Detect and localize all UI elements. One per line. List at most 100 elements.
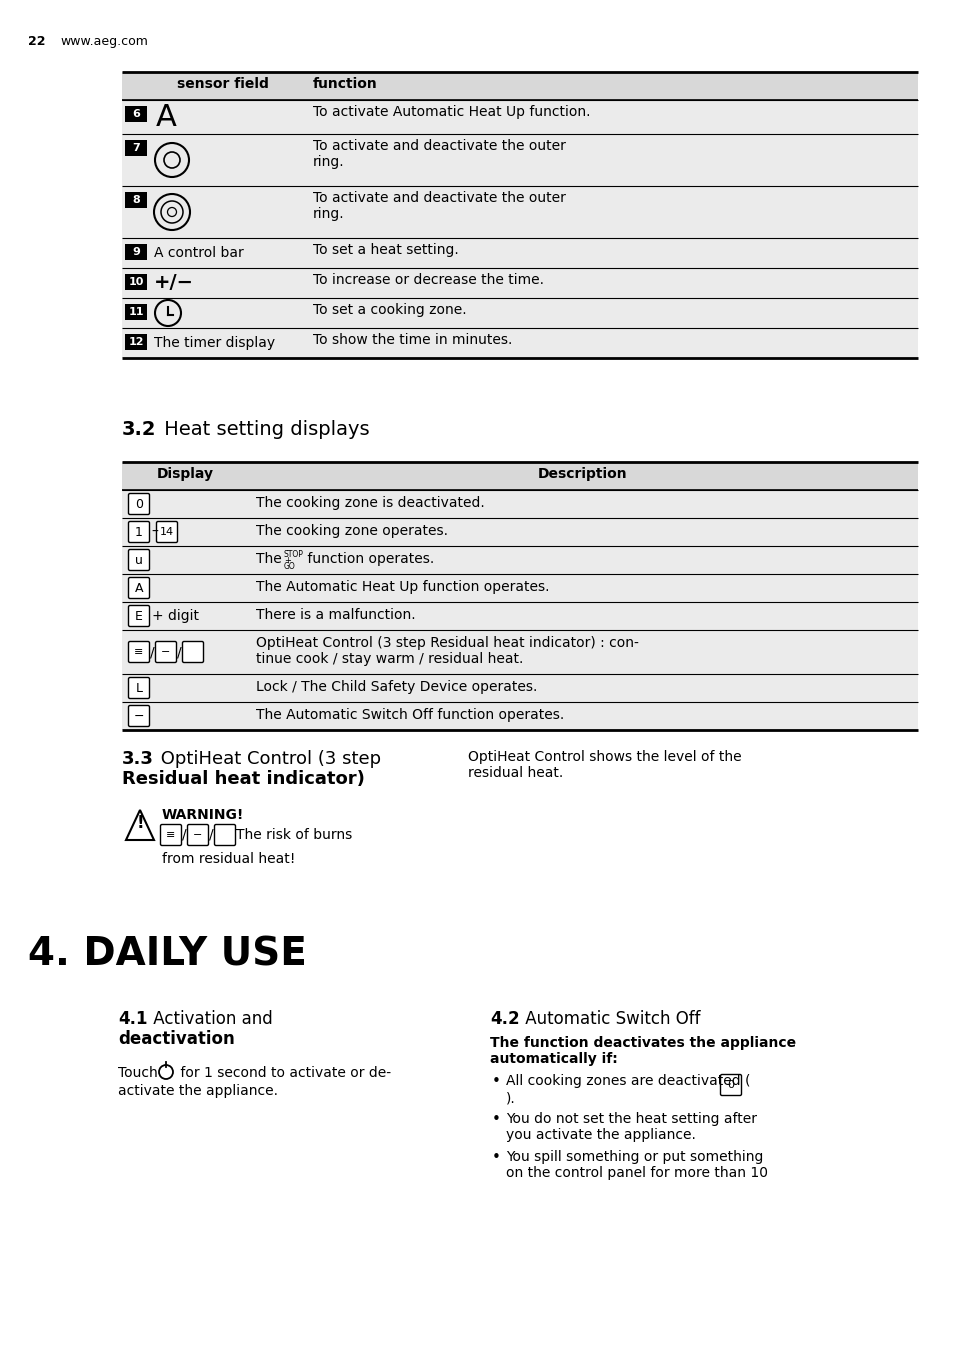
Text: Activation and: Activation and [148, 1010, 273, 1028]
Bar [122, 72, 917, 100]
FancyBboxPatch shape [214, 825, 235, 845]
Polygon shape [126, 810, 153, 840]
Text: A control bar: A control bar [153, 246, 244, 260]
Text: Description: Description [537, 466, 627, 481]
Text: + digit: + digit [152, 608, 199, 623]
Text: STOP: STOP [284, 550, 304, 558]
Text: 1: 1 [135, 526, 143, 538]
Text: ).: ). [505, 1092, 516, 1106]
Text: !: ! [136, 814, 144, 831]
Text: u: u [135, 553, 143, 566]
FancyBboxPatch shape [129, 493, 150, 515]
Text: GO: GO [284, 562, 295, 571]
Text: www.aeg.com: www.aeg.com [60, 35, 148, 49]
Bar [122, 238, 917, 268]
Text: 3.3: 3.3 [122, 750, 153, 768]
Text: OptiHeat Control (3 step Residual heat indicator) : con-
tinue cook / stay warm : OptiHeat Control (3 step Residual heat i… [255, 635, 639, 667]
Text: To activate Automatic Heat Up function.: To activate Automatic Heat Up function. [313, 105, 590, 119]
Text: The cooking zone is deactivated.: The cooking zone is deactivated. [255, 496, 484, 510]
FancyBboxPatch shape [720, 1075, 740, 1095]
Text: To set a cooking zone.: To set a cooking zone. [313, 303, 466, 316]
Text: activate the appliance.: activate the appliance. [118, 1084, 277, 1098]
Text: The cooking zone operates.: The cooking zone operates. [255, 525, 448, 538]
Text: The: The [255, 552, 286, 566]
Text: for 1 second to activate or de-: for 1 second to activate or de- [175, 1065, 391, 1080]
Text: function: function [313, 77, 377, 91]
FancyBboxPatch shape [129, 522, 150, 542]
Bar [122, 602, 917, 630]
FancyBboxPatch shape [129, 641, 150, 662]
Bar [125, 192, 147, 208]
Text: The risk of burns: The risk of burns [235, 827, 352, 842]
Text: Touch: Touch [118, 1065, 162, 1080]
Text: ≡: ≡ [166, 830, 175, 840]
Text: 9: 9 [132, 247, 140, 257]
Text: +/−: +/− [153, 273, 193, 292]
Bar [122, 187, 917, 238]
Bar [125, 243, 147, 260]
Bar [125, 334, 147, 350]
Text: 12: 12 [128, 337, 144, 347]
Text: /: / [177, 645, 181, 658]
Text: /: / [182, 827, 187, 842]
Bar [125, 105, 147, 122]
Bar [122, 518, 917, 546]
Text: The Automatic Heat Up function operates.: The Automatic Heat Up function operates. [255, 580, 549, 594]
Text: automatically if:: automatically if: [490, 1052, 618, 1065]
Text: 4. DAILY USE: 4. DAILY USE [28, 936, 307, 973]
FancyBboxPatch shape [182, 641, 203, 662]
Bar [122, 630, 917, 675]
Text: To increase or decrease the time.: To increase or decrease the time. [313, 273, 543, 287]
Text: The function deactivates the appliance: The function deactivates the appliance [490, 1036, 796, 1051]
Text: To activate and deactivate the outer
ring.: To activate and deactivate the outer rin… [313, 139, 565, 169]
Bar [122, 675, 917, 702]
Text: •: • [492, 1151, 500, 1165]
Text: sensor field: sensor field [177, 77, 269, 91]
Text: The Automatic Switch Off function operates.: The Automatic Switch Off function operat… [255, 708, 563, 722]
Bar [122, 134, 917, 187]
Bar [125, 304, 147, 320]
Text: /: / [150, 645, 154, 658]
Text: OptiHeat Control (3 step: OptiHeat Control (3 step [154, 750, 381, 768]
Text: OptiHeat Control shows the level of the
residual heat.: OptiHeat Control shows the level of the … [468, 750, 740, 780]
Text: −: − [133, 710, 144, 722]
Text: 22: 22 [28, 35, 46, 49]
Text: 10: 10 [128, 277, 144, 287]
Text: 0: 0 [727, 1080, 734, 1090]
Bar [122, 546, 917, 575]
Text: +: + [284, 556, 291, 565]
FancyBboxPatch shape [129, 549, 150, 571]
Text: Display: Display [156, 466, 213, 481]
Text: There is a malfunction.: There is a malfunction. [255, 608, 416, 622]
Text: 7: 7 [132, 143, 140, 153]
Text: Automatic Switch Off: Automatic Switch Off [519, 1010, 700, 1028]
Bar [122, 329, 917, 358]
Text: deactivation: deactivation [118, 1030, 234, 1048]
Text: •: • [492, 1073, 500, 1088]
Text: WARNING!: WARNING! [162, 808, 244, 822]
Bar [122, 702, 917, 730]
Bar [122, 297, 917, 329]
Text: To activate and deactivate the outer
ring.: To activate and deactivate the outer rin… [313, 191, 565, 222]
Bar [122, 462, 917, 489]
Text: –: – [151, 525, 157, 539]
FancyBboxPatch shape [129, 606, 150, 626]
Text: •: • [492, 1111, 500, 1128]
Text: 0: 0 [135, 498, 143, 511]
Text: 8: 8 [132, 195, 140, 206]
FancyBboxPatch shape [129, 677, 150, 699]
Text: ≡: ≡ [134, 648, 144, 657]
Text: L: L [135, 681, 142, 695]
Text: 11: 11 [128, 307, 144, 316]
FancyBboxPatch shape [156, 522, 177, 542]
FancyBboxPatch shape [188, 825, 209, 845]
Text: All cooking zones are deactivated (: All cooking zones are deactivated ( [505, 1073, 750, 1088]
Text: The timer display: The timer display [153, 337, 274, 350]
Text: To show the time in minutes.: To show the time in minutes. [313, 333, 512, 347]
FancyBboxPatch shape [160, 825, 181, 845]
Text: You do not set the heat setting after
you activate the appliance.: You do not set the heat setting after yo… [505, 1111, 757, 1142]
FancyBboxPatch shape [129, 706, 150, 726]
Bar [125, 141, 147, 155]
Text: 4.1: 4.1 [118, 1010, 148, 1028]
Bar [122, 489, 917, 518]
